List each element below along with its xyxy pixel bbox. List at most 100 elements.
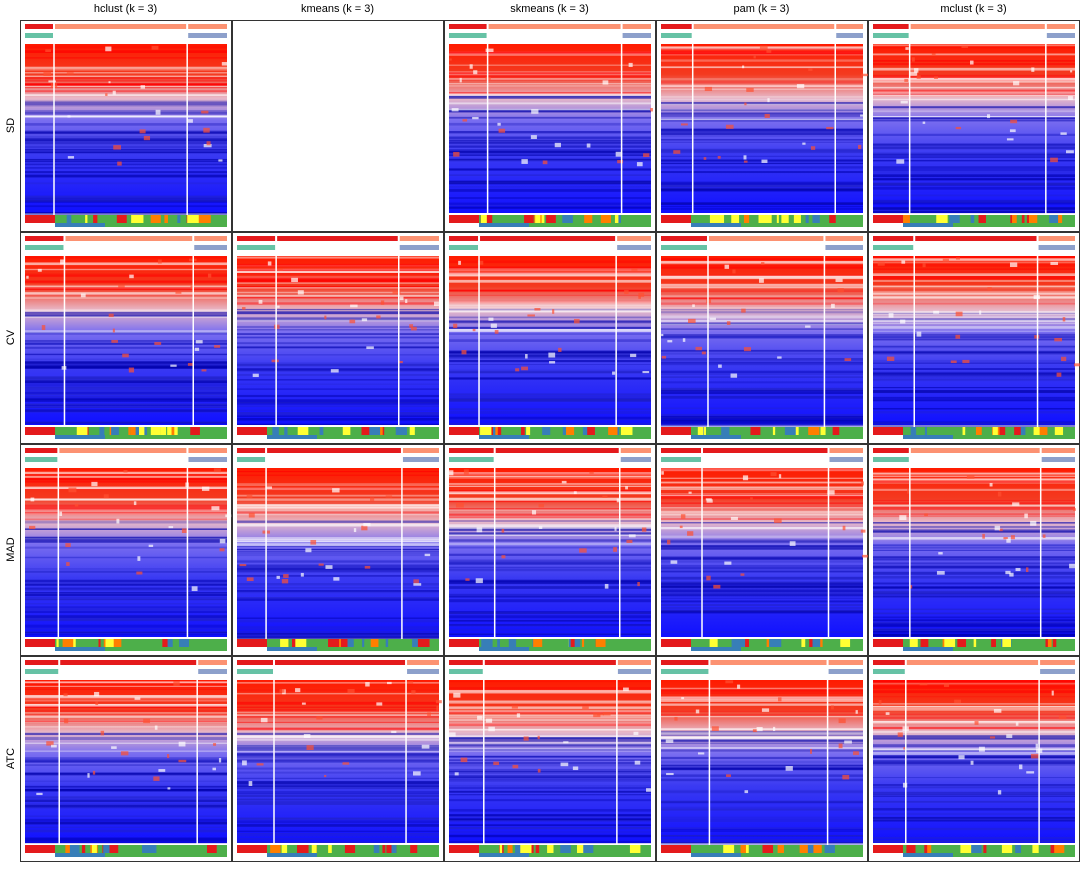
annotation-bar: [320, 427, 324, 435]
annotation-bar: [497, 639, 500, 647]
heatmap-stripe: [661, 309, 863, 311]
annotation-bar: [343, 427, 351, 435]
annotation-bar: [489, 33, 621, 38]
heatmap-speck: [934, 76, 938, 79]
annotation-bar: [198, 669, 227, 674]
heatmap-stripe: [449, 181, 651, 183]
heatmap-stripe: [873, 256, 1075, 258]
annotation-bar: [1048, 639, 1052, 647]
heatmap-speck: [376, 315, 380, 318]
annotation-bar: [99, 427, 104, 435]
annotation-bar: [1029, 215, 1037, 223]
heatmap-panel: [233, 21, 444, 232]
heatmap-speck: [861, 74, 868, 76]
heatmap-stripe: [237, 838, 439, 840]
heatmap-stripe: [25, 309, 227, 312]
heatmap-stripe: [237, 543, 439, 546]
heatmap-speck: [137, 556, 140, 561]
heatmap-speck: [549, 361, 555, 363]
heatmap-speck: [753, 729, 757, 732]
heatmap-speck: [361, 526, 367, 531]
heatmap-speck: [1012, 502, 1019, 505]
heatmap-speck: [901, 260, 905, 263]
annotation-bar: [1016, 427, 1020, 435]
heatmap-speck: [1030, 521, 1036, 526]
heatmap-stripe: [873, 808, 1075, 811]
annotation-bar: [833, 427, 840, 435]
heatmap-stripe: [661, 829, 863, 830]
heatmap-stripe: [449, 509, 651, 510]
annotation-bar: [524, 215, 534, 223]
heatmap-stripe: [449, 620, 651, 621]
annotation-bar: [1002, 639, 1011, 647]
annotation-bar: [407, 660, 439, 665]
heatmap-speck: [1034, 335, 1039, 339]
annotation-bar: [575, 639, 580, 647]
heatmap-stripe: [661, 364, 863, 365]
annotation-bar: [691, 647, 741, 651]
heatmap-stripe: [873, 291, 1075, 294]
heatmap-stripe: [873, 387, 1075, 388]
heatmap-stripe: [661, 171, 863, 173]
heatmap-stripe: [237, 287, 439, 288]
heatmap-stripe: [873, 397, 1075, 399]
heatmap-stripe: [25, 634, 227, 636]
annotation-bar: [621, 427, 633, 435]
heatmap-stripe: [237, 749, 439, 750]
heatmap-speck: [1063, 317, 1066, 321]
heatmap-stripe: [873, 587, 1075, 589]
heatmap-stripe: [25, 151, 227, 153]
heatmap-speck: [405, 299, 407, 303]
annotation-bar: [562, 215, 573, 223]
heatmap-stripe: [449, 103, 651, 104]
heatmap-stripe: [449, 742, 651, 745]
heatmap-speck: [844, 740, 852, 743]
heatmap-stripe: [237, 633, 439, 634]
heatmap-stripe: [661, 693, 863, 694]
heatmap-speck: [574, 491, 577, 494]
heatmap-speck: [638, 295, 641, 298]
annotation-bar: [312, 845, 317, 853]
heatmap-speck: [539, 526, 542, 529]
annotation-bar: [55, 435, 105, 439]
annotation-bar: [873, 215, 903, 223]
heatmap-speck: [889, 313, 894, 317]
heatmap-speck: [521, 367, 528, 371]
heatmap-stripe: [661, 295, 863, 297]
annotation-bar: [560, 845, 571, 853]
annotation-bar: [317, 435, 439, 439]
annotation-bar: [60, 669, 196, 674]
annotation-bar: [25, 660, 58, 665]
heatmap-speck: [970, 61, 974, 65]
heatmap-stripe: [237, 257, 439, 259]
heatmap-speck: [642, 371, 649, 373]
annotation-bar: [65, 236, 192, 241]
heatmap-speck: [982, 534, 985, 539]
heatmap-speck: [979, 310, 981, 314]
heatmap-speck: [68, 487, 76, 492]
heatmap-speck: [637, 162, 643, 166]
annotation-bar: [911, 24, 1045, 29]
heatmap-stripe: [25, 332, 227, 335]
heatmap-panel: [445, 445, 656, 656]
annotation-bar: [903, 223, 953, 227]
annotation-bar: [661, 245, 707, 250]
annotation-bar: [618, 660, 651, 665]
heatmap-speck: [681, 514, 685, 519]
heatmap-stripe: [873, 311, 1075, 313]
annotation-bar: [237, 236, 275, 241]
heatmap-speck: [87, 773, 89, 778]
annotation-bar: [400, 245, 439, 250]
heatmap-stripe: [449, 109, 651, 110]
heatmap-stripe: [25, 72, 227, 74]
heatmap-stripe: [25, 422, 227, 425]
heatmap-speck: [990, 483, 993, 487]
heatmap-stripe: [661, 767, 863, 770]
column-header: kmeans (k = 3): [301, 3, 374, 15]
row-label: CV: [5, 329, 17, 345]
heatmap-stripe: [661, 469, 863, 471]
annotation-bar: [794, 215, 801, 223]
annotation-bar: [709, 245, 823, 250]
heatmap-stripe: [449, 624, 651, 626]
annotation-bar: [963, 427, 966, 435]
